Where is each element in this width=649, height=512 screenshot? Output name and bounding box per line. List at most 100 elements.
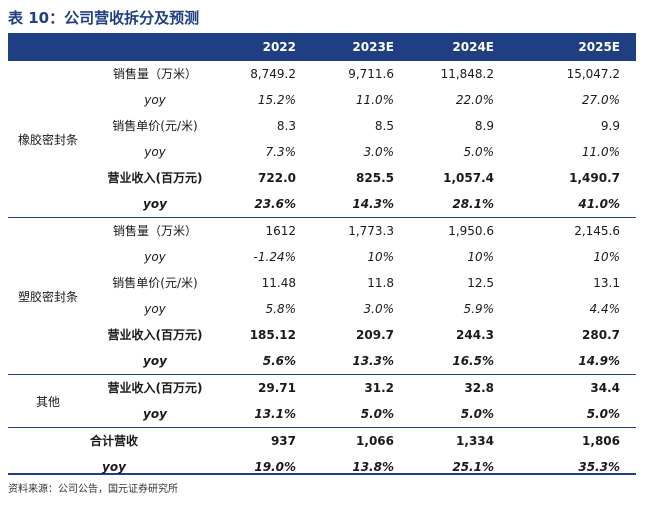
- cell-value: 12.5: [418, 270, 494, 296]
- cell-value: 1,334: [418, 428, 494, 454]
- table-row: 销售量（万米） 8,749.2 9,711.6 11,848.2 15,047.2: [8, 61, 636, 87]
- cell-value: 937: [220, 428, 296, 454]
- cell-value: 28.1%: [418, 191, 494, 217]
- cell-value: 8.5: [318, 113, 394, 139]
- cell-value: 185.12: [220, 322, 296, 348]
- table-row: 营业收入(百万元) 29.71 31.2 32.8 34.4: [8, 375, 636, 401]
- cell-value: 13.1%: [220, 401, 296, 427]
- cell-value: 25.1%: [418, 454, 494, 480]
- cell-value: 13.8%: [318, 454, 394, 480]
- table-header: 2022 2023E 2024E 2025E: [8, 33, 636, 61]
- table-title: 表 10：公司营收拆分及预测: [8, 6, 199, 30]
- header-2023e: 2023E: [318, 33, 394, 61]
- table-row: yoy 19.0% 13.8% 25.1% 35.3%: [8, 454, 636, 480]
- table-row: 营业收入(百万元) 722.0 825.5 1,057.4 1,490.7: [8, 165, 636, 191]
- row-label: 销售量（万米）: [90, 218, 220, 244]
- total-section: 合计营收 937 1,066 1,334 1,806 yoy 19.0% 13.8% 25.1%…: [8, 428, 636, 480]
- row-label: yoy: [90, 139, 220, 165]
- cell-value: 1,057.4: [418, 165, 494, 191]
- cell-value: 10%: [418, 244, 494, 270]
- cell-value: 1,066: [318, 428, 394, 454]
- cell-value: 3.0%: [318, 296, 394, 322]
- row-label: 销售单价(元/米): [90, 270, 220, 296]
- revenue-table: 2022 2023E 2024E 2025E 橡胶密封条 销售量（万米） 8,749…: [8, 33, 636, 475]
- cell-value: 11.0%: [318, 87, 394, 113]
- cell-value: 1612: [220, 218, 296, 244]
- cell-value: 11.48: [220, 270, 296, 296]
- segment-section: 橡胶密封条 销售量（万米） 8,749.2 9,711.6 11,848.2 15,047…: [8, 61, 636, 218]
- cell-value: 1,806: [518, 428, 620, 454]
- segment-section: 塑胶密封条 销售量（万米） 1612 1,773.3 1,950.6 2,145.6 yoy…: [8, 218, 636, 375]
- cell-value: 11.8: [318, 270, 394, 296]
- cell-value: 5.8%: [220, 296, 296, 322]
- cell-value: 29.71: [220, 375, 296, 401]
- cell-value: 19.0%: [220, 454, 296, 480]
- cell-value: 41.0%: [518, 191, 620, 217]
- cell-value: 5.0%: [418, 401, 494, 427]
- cell-value: 14.3%: [318, 191, 394, 217]
- row-label: yoy: [90, 244, 220, 270]
- cell-value: 13.3%: [318, 348, 394, 374]
- row-label: 销售单价(元/米): [90, 113, 220, 139]
- cell-value: 35.3%: [518, 454, 620, 480]
- cell-value: 15.2%: [220, 87, 296, 113]
- cell-value: 31.2: [318, 375, 394, 401]
- cell-value: 5.6%: [220, 348, 296, 374]
- cell-value: 1,773.3: [318, 218, 394, 244]
- cell-value: 8,749.2: [220, 61, 296, 87]
- cell-value: -1.24%: [220, 244, 296, 270]
- table-row: yoy 23.6% 14.3% 28.1% 41.0%: [8, 191, 636, 217]
- cell-value: 5.0%: [318, 401, 394, 427]
- cell-value: 13.1: [518, 270, 620, 296]
- cell-value: 14.9%: [518, 348, 620, 374]
- row-label: yoy: [90, 87, 220, 113]
- table-row: yoy 7.3% 3.0% 5.0% 11.0%: [8, 139, 636, 165]
- table-row: 销售单价(元/米) 11.48 11.8 12.5 13.1: [8, 270, 636, 296]
- cell-value: 280.7: [518, 322, 620, 348]
- row-label: yoy: [8, 454, 220, 480]
- row-label: 销售量（万米）: [90, 61, 220, 87]
- cell-value: 4.4%: [518, 296, 620, 322]
- cell-value: 5.0%: [418, 139, 494, 165]
- cell-value: 34.4: [518, 375, 620, 401]
- row-label: yoy: [90, 191, 220, 217]
- cell-value: 10%: [318, 244, 394, 270]
- row-label: yoy: [90, 348, 220, 374]
- table-row: yoy 5.8% 3.0% 5.9% 4.4%: [8, 296, 636, 322]
- cell-value: 9.9: [518, 113, 620, 139]
- row-label: 营业收入(百万元): [90, 322, 220, 348]
- source-note: 资料来源：公司公告，国元证券研究所: [8, 482, 178, 498]
- header-2024e: 2024E: [418, 33, 494, 61]
- cell-value: 23.6%: [220, 191, 296, 217]
- cell-value: 5.0%: [518, 401, 620, 427]
- segment-section: 其他 营业收入(百万元) 29.71 31.2 32.8 34.4 yoy 13.1% 5.0%…: [8, 375, 636, 428]
- table-row: yoy 13.1% 5.0% 5.0% 5.0%: [8, 401, 636, 427]
- cell-value: 10%: [518, 244, 620, 270]
- row-label: yoy: [90, 296, 220, 322]
- cell-value: 8.3: [220, 113, 296, 139]
- row-label: yoy: [90, 401, 220, 427]
- header-2025e: 2025E: [518, 33, 620, 61]
- cell-value: 32.8: [418, 375, 494, 401]
- table-row: 合计营收 937 1,066 1,334 1,806: [8, 428, 636, 454]
- cell-value: 27.0%: [518, 87, 620, 113]
- cell-value: 11.0%: [518, 139, 620, 165]
- cell-value: 722.0: [220, 165, 296, 191]
- table-row: yoy 15.2% 11.0% 22.0% 27.0%: [8, 87, 636, 113]
- cell-value: 825.5: [318, 165, 394, 191]
- cell-value: 209.7: [318, 322, 394, 348]
- row-label: 营业收入(百万元): [90, 375, 220, 401]
- cell-value: 15,047.2: [518, 61, 620, 87]
- table-row: 营业收入(百万元) 185.12 209.7 244.3 280.7: [8, 322, 636, 348]
- cell-value: 244.3: [418, 322, 494, 348]
- cell-value: 22.0%: [418, 87, 494, 113]
- cell-value: 8.9: [418, 113, 494, 139]
- table-row: 销售量（万米） 1612 1,773.3 1,950.6 2,145.6: [8, 218, 636, 244]
- header-2022: 2022: [220, 33, 296, 61]
- cell-value: 3.0%: [318, 139, 394, 165]
- cell-value: 1,490.7: [518, 165, 620, 191]
- cell-value: 5.9%: [418, 296, 494, 322]
- cell-value: 16.5%: [418, 348, 494, 374]
- row-label: 营业收入(百万元): [90, 165, 220, 191]
- row-label: 合计营收: [8, 428, 220, 454]
